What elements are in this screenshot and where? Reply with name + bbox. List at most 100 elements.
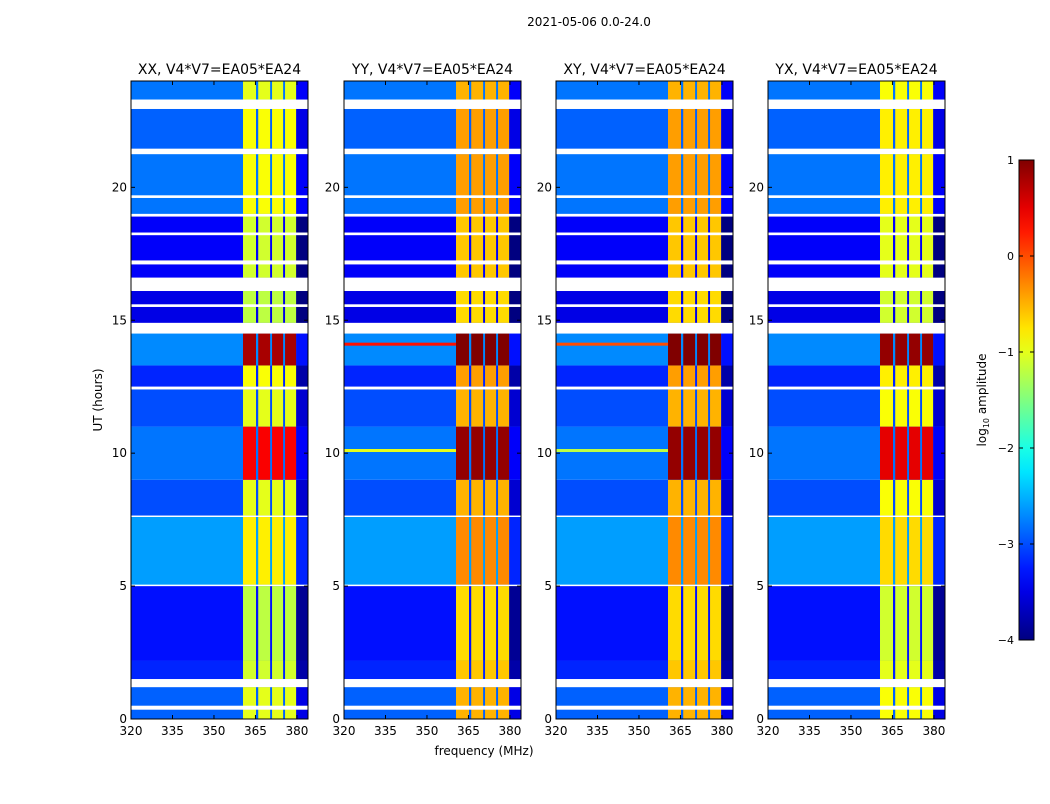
heatmap-cell-band [258, 426, 271, 480]
heatmap-cell-band [258, 365, 271, 387]
heatmap-cell-band [909, 516, 921, 585]
flagged-row [131, 99, 308, 109]
heatmap-cell-band [471, 426, 484, 480]
heatmap-cell-band [258, 586, 271, 661]
heatmap-cell-band [668, 479, 682, 516]
heatmap-cell-band [285, 108, 297, 149]
heatmap-cell-band [243, 154, 257, 214]
rfi-line [556, 449, 669, 453]
heatmap-cell-band [909, 687, 921, 719]
heatmap-cell-band [922, 365, 934, 387]
heatmap-cell-band [456, 426, 470, 480]
heatmap-cell-band [272, 586, 284, 661]
y-tick-label: 0 [756, 712, 764, 726]
heatmap-cell-band [471, 108, 484, 149]
rfi-line [344, 449, 457, 453]
panel-frame [343, 80, 522, 720]
heatmap-cell-band [922, 586, 934, 661]
heatmap-cell-edge [509, 660, 521, 680]
x-tick-label: 380 [285, 724, 308, 738]
heatmap-cell-band [909, 213, 921, 278]
heatmap-cell-band [285, 81, 297, 100]
heatmap-cell-band [456, 687, 470, 719]
x-tick-label: 350 [840, 724, 863, 738]
heatmap-cell-band [895, 687, 908, 719]
heatmap-cell-band [922, 687, 934, 719]
heatmap-cell-band [683, 108, 696, 149]
heatmap-cell-edge [296, 687, 308, 719]
heatmap-cell-band [880, 479, 894, 516]
flagged-row [768, 322, 945, 334]
heatmap-cell-band [285, 426, 297, 480]
heatmap-cell-edge [721, 687, 733, 719]
heatmap-cell-edge [296, 108, 308, 149]
heatmap-cell-band [683, 516, 696, 585]
heatmap-cell-band [909, 365, 921, 387]
panel-frame [130, 80, 309, 720]
heatmap-cell-band [710, 586, 722, 661]
heatmap-cell-band [456, 333, 470, 366]
heatmap-cell-band [285, 365, 297, 387]
flagged-row [556, 584, 733, 587]
heatmap-cell-band [880, 365, 894, 387]
heatmap-cell-band [272, 108, 284, 149]
flagged-row [131, 386, 308, 390]
heatmap-cell-band [710, 389, 722, 427]
heatmap-cell-band [258, 81, 271, 100]
y-tick-label: 20 [537, 180, 552, 194]
heatmap-cell-band [922, 81, 934, 100]
heatmap-cell-band [498, 479, 510, 516]
x-tick-label: 335 [798, 724, 821, 738]
heatmap-cell-band [895, 213, 908, 278]
heatmap-cell-edge [296, 81, 308, 100]
flagged-row [131, 515, 308, 517]
heatmap-cell-edge [933, 479, 945, 516]
heatmap-cell-band [697, 516, 709, 585]
heatmap-cell-band [909, 479, 921, 516]
heatmap-cell-edge [933, 426, 945, 480]
flagged-row [556, 195, 733, 198]
heatmap-cell-band [272, 213, 284, 278]
y-tick-label: 10 [537, 446, 552, 460]
heatmap-cell-edge [933, 333, 945, 366]
y-tick-label: 15 [537, 313, 552, 327]
heatmap-cell-band [710, 479, 722, 516]
flagged-row [556, 515, 733, 517]
heatmap-cell-band [258, 154, 271, 214]
heatmap-cell-band [697, 213, 709, 278]
heatmap-cell-band [895, 108, 908, 149]
heatmap-cell-band [697, 479, 709, 516]
heatmap-cell-band [922, 333, 934, 366]
flagged-row [556, 148, 733, 155]
y-tick-label: 15 [112, 313, 127, 327]
heatmap-cell-band [485, 516, 497, 585]
heatmap-cell-band [285, 660, 297, 680]
heatmap-cell-band [498, 586, 510, 661]
heatmap-cell-band [880, 586, 894, 661]
heatmap-cell-band [922, 154, 934, 214]
x-tick-label: 365 [244, 724, 267, 738]
heatmap-cell-band [285, 479, 297, 516]
heatmap-cell-edge [721, 213, 733, 278]
flagged-row [344, 148, 521, 155]
heatmap-cell-band [668, 154, 682, 214]
heatmap-cell-band [498, 516, 510, 585]
heatmap-cell-band [909, 81, 921, 100]
x-tick-label: 335 [374, 724, 397, 738]
heatmap-cell-band [895, 479, 908, 516]
flagged-row [556, 679, 733, 688]
heatmap-cell-edge [296, 516, 308, 585]
heatmap-cell-band [668, 108, 682, 149]
heatmap-cell-edge [509, 586, 521, 661]
heatmap-cell-band [697, 687, 709, 719]
heatmap-cell-band [697, 108, 709, 149]
x-tick-label: 320 [333, 724, 356, 738]
heatmap-cell-band [498, 660, 510, 680]
heatmap-cell-band [485, 687, 497, 719]
flagged-row [131, 304, 308, 307]
y-tick-label: 5 [756, 579, 764, 593]
colorbar-tick-label: −4 [998, 634, 1014, 647]
y-tick-label: 5 [332, 579, 340, 593]
heatmap-cell-band [471, 479, 484, 516]
heatmap-cell-edge [721, 108, 733, 149]
